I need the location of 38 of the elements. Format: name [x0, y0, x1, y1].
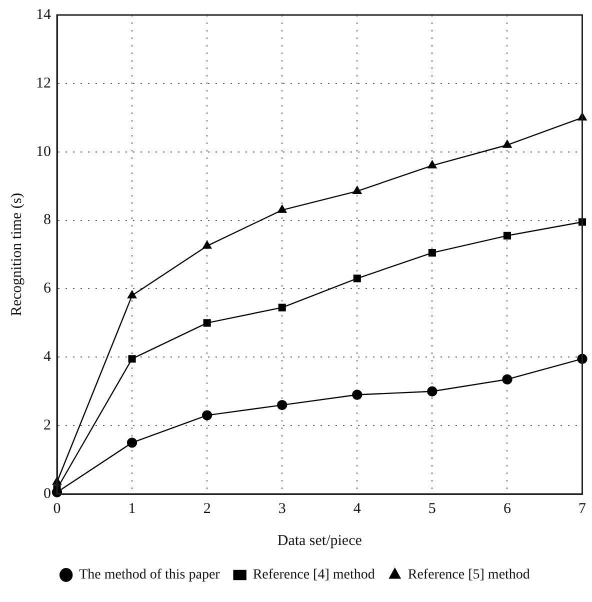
y-tick-label: 10: [36, 144, 51, 160]
point: [428, 249, 436, 257]
point: [277, 400, 288, 410]
y-tick-label: 2: [44, 418, 51, 434]
x-tick-label: 7: [578, 500, 586, 517]
x-tick-label: 4: [353, 500, 362, 517]
point: [427, 386, 438, 396]
point: [126, 438, 138, 448]
x-tick-label: 2: [203, 500, 211, 517]
point: [503, 232, 511, 240]
point: [353, 274, 361, 282]
y-axis-title: Recognition time (s): [8, 192, 25, 316]
point: [352, 390, 362, 400]
y-tick-label: 0: [44, 486, 51, 502]
legend-label: Reference [4] method: [252, 568, 375, 583]
x-tick-label: 5: [428, 500, 436, 517]
point: [203, 319, 211, 327]
point: [202, 410, 212, 420]
point: [428, 160, 437, 168]
point: [128, 290, 137, 298]
point: [502, 374, 512, 384]
x-tick-label: 6: [503, 500, 512, 517]
legend-label: The method of this paper: [79, 568, 220, 583]
y-tick-label: 12: [36, 75, 51, 92]
y-tick-label: 14: [36, 6, 52, 23]
x-tick-label: 3: [278, 500, 286, 517]
point: [352, 186, 362, 194]
x-tick-label: 1: [128, 500, 136, 517]
y-tick-label: 8: [44, 212, 51, 228]
point: [502, 140, 512, 148]
point: [278, 304, 286, 312]
point: [278, 204, 287, 213]
y-tick-label: 4: [44, 349, 52, 366]
legend-label: Reference [5] method: [408, 568, 530, 583]
y-tick-label: 6: [44, 280, 52, 297]
point: [202, 240, 212, 249]
point: [128, 355, 136, 363]
x-axis-title: Data set/piece: [277, 532, 362, 549]
